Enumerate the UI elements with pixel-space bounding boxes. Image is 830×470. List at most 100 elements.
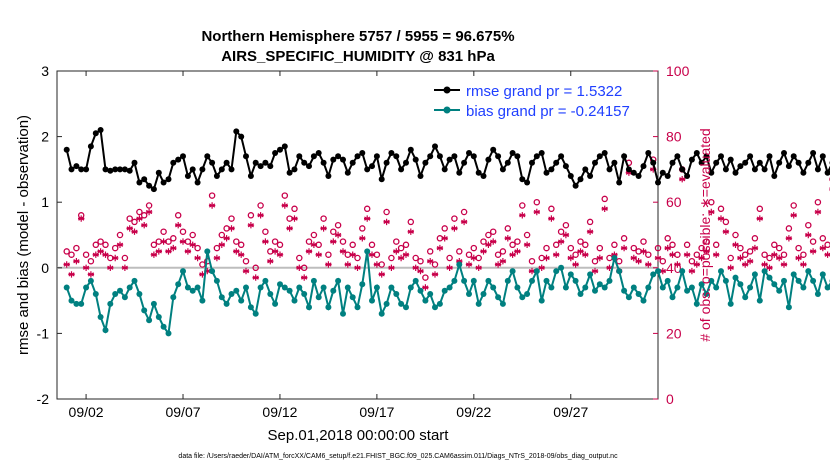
bias-point [252, 310, 259, 317]
obs-evaluated-point [334, 231, 342, 239]
obs-possible-point [795, 244, 802, 252]
obs-evaluated-point [465, 261, 473, 268]
bias-point [150, 300, 157, 307]
obs-possible-point [262, 228, 269, 235]
bias-point [456, 261, 463, 268]
rmse-point [698, 159, 705, 166]
rmse-point [461, 159, 468, 166]
obs-possible-point [145, 202, 153, 209]
rmse-point [475, 169, 482, 176]
obs-possible-point [766, 254, 773, 262]
obs-evaluated-point [344, 261, 351, 268]
rmse-point [267, 163, 274, 170]
obs-evaluated-point [688, 267, 696, 275]
rmse-point [388, 150, 395, 156]
rmse-point [213, 173, 220, 179]
obs-possible-point [761, 251, 768, 258]
obs-possible-point [809, 238, 817, 245]
bias-point [92, 291, 99, 297]
obs-possible-point [669, 241, 676, 249]
rmse-point [713, 159, 720, 166]
bias-point [141, 307, 148, 314]
rmse-point [533, 153, 540, 160]
rmse-point [727, 156, 734, 163]
bias-point [213, 277, 220, 284]
obs-possible-point [349, 241, 356, 249]
x-tick-label: 09/27 [553, 404, 588, 420]
obs-evaluated-point [208, 202, 216, 209]
rmse-point [751, 166, 758, 173]
obs-evaluated-point [800, 261, 807, 268]
rmse-point [373, 153, 380, 160]
obs-evaluated-point [572, 261, 579, 268]
bias-point [698, 281, 705, 288]
rmse-point [199, 166, 206, 173]
obs-possible-point [732, 231, 739, 239]
obs-possible-point [654, 244, 662, 252]
rmse-point [131, 159, 138, 166]
bias-point [611, 255, 618, 261]
bias-point [325, 304, 332, 311]
obs-evaluated-point [92, 251, 99, 258]
bias-point [766, 274, 773, 281]
obs-possible-point [208, 192, 216, 199]
rmse-point [194, 179, 201, 186]
bias-point [335, 277, 342, 284]
bias-point [315, 294, 322, 301]
bias-point [257, 284, 264, 291]
obs-possible-point [242, 257, 250, 265]
obs-possible-point [509, 241, 516, 249]
rmse-point [417, 173, 424, 179]
obs-evaluated-point [819, 244, 826, 252]
bias-point [814, 291, 821, 297]
rmse-point [674, 153, 681, 160]
rmse-point [504, 159, 511, 166]
bias-point [688, 284, 695, 291]
obs-evaluated-point [141, 222, 148, 229]
bias-point [718, 268, 724, 275]
obs-possible-point [73, 244, 80, 252]
obs-evaluated-point [722, 228, 730, 235]
obs-possible-point [485, 231, 492, 239]
obs-evaluated-point [654, 254, 662, 262]
obs-evaluated-point [170, 244, 177, 252]
rmse-point [756, 159, 763, 166]
bias-point [596, 281, 603, 288]
obs-evaluated-point [373, 261, 381, 268]
rmse-point [359, 150, 366, 156]
obs-evaluated-point [291, 215, 298, 222]
obs-possible-point [659, 257, 667, 265]
obs-possible-point [233, 238, 240, 245]
obs-possible-point [368, 241, 376, 249]
rmse-point [703, 153, 710, 160]
obs-possible-point [247, 212, 255, 219]
obs-possible-point [393, 238, 400, 245]
rmse-point [209, 159, 216, 166]
obs-evaluated-point [165, 248, 172, 255]
rmse-point [155, 169, 162, 176]
obs-evaluated-point [310, 241, 318, 248]
bias-point [87, 277, 94, 284]
obs-evaluated-point [746, 258, 754, 265]
obs-possible-point [422, 274, 429, 281]
obs-possible-point [819, 235, 827, 242]
obs-possible-point [150, 241, 158, 249]
obs-evaluated-point [136, 215, 143, 222]
rmse-point [141, 176, 148, 183]
obs-possible-point [703, 238, 710, 245]
x-tick-label: 09/07 [165, 404, 200, 420]
rmse-point [645, 150, 652, 156]
obs-evaluated-point [693, 261, 700, 268]
bias-point [509, 268, 516, 275]
obs-possible-point [451, 215, 458, 222]
bias-point [436, 300, 443, 307]
obs-evaluated-point [305, 248, 313, 255]
rmse-point [262, 159, 269, 166]
bias-point [451, 277, 458, 284]
obs-possible-point [751, 235, 759, 242]
obs-evaluated-point [761, 261, 768, 268]
bias-point [131, 277, 138, 284]
bias-point [504, 277, 511, 284]
rmse-point [669, 159, 676, 166]
rmse-point [529, 159, 535, 166]
